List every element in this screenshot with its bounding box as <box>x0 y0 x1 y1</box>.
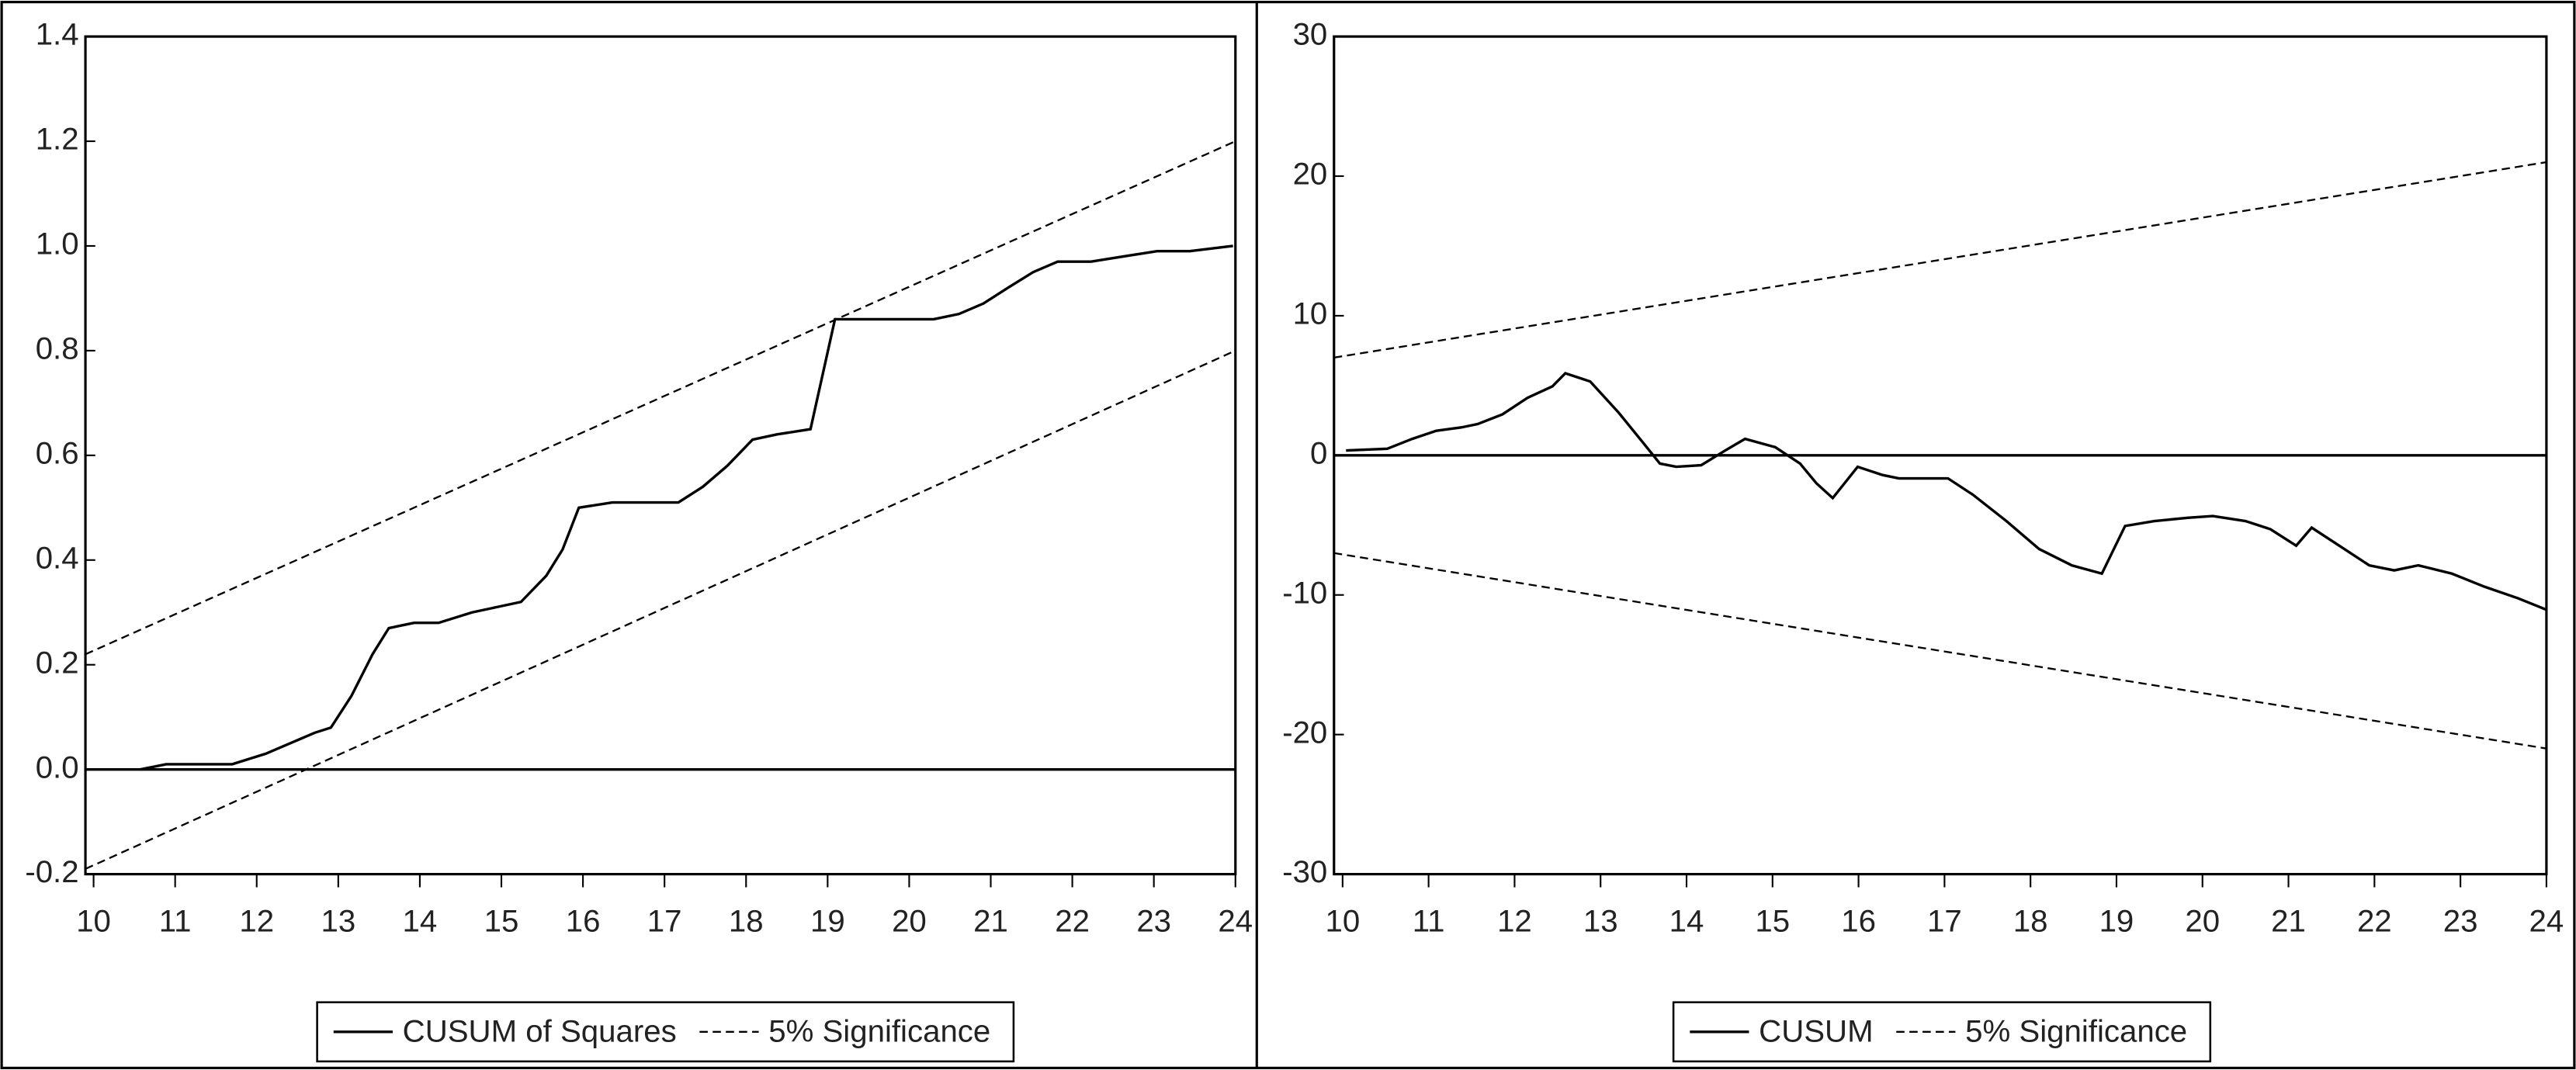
x-tick-label: 18 <box>729 904 764 939</box>
y-tick-label: 0.0 <box>36 750 79 784</box>
x-tick-label: 10 <box>76 904 111 939</box>
y-tick-label: -20 <box>1282 715 1327 750</box>
y-tick-label: -10 <box>1282 575 1327 610</box>
x-tick-label: 12 <box>239 904 274 939</box>
x-tick-label: 12 <box>1497 904 1532 939</box>
y-tick-label: 1.0 <box>36 227 79 261</box>
legend-label: CUSUM of Squares <box>403 1014 677 1049</box>
x-tick-label: 14 <box>403 904 438 939</box>
x-tick-label: 24 <box>1218 904 1253 939</box>
x-tick-label: 19 <box>2099 904 2134 939</box>
x-tick-label: 13 <box>1583 904 1618 939</box>
x-tick-label: 11 <box>1413 904 1445 939</box>
x-tick-label: 22 <box>2357 904 2392 939</box>
x-tick-label: 17 <box>1927 904 1962 939</box>
x-tick-label: 15 <box>484 904 519 939</box>
y-tick-label: -30 <box>1282 854 1327 889</box>
x-tick-label: 22 <box>1055 904 1090 939</box>
x-tick-label: 10 <box>1325 904 1360 939</box>
x-tick-label: 21 <box>973 904 1008 939</box>
y-tick-label: 0.8 <box>36 331 79 366</box>
x-tick-label: 16 <box>1841 904 1876 939</box>
x-tick-label: 11 <box>159 904 192 939</box>
y-tick-label: 0.2 <box>36 645 79 680</box>
y-tick-label: 10 <box>1293 296 1328 331</box>
legend-box <box>316 1001 1015 1063</box>
x-tick-label: 15 <box>1755 904 1790 939</box>
y-tick-label: 1.4 <box>36 17 79 52</box>
legend-label: 5% Significance <box>1965 1014 2187 1049</box>
x-tick-label: 16 <box>566 904 601 939</box>
x-tick-label: 23 <box>2443 904 2478 939</box>
x-tick-label: 24 <box>2529 904 2564 939</box>
legend-label: CUSUM <box>1759 1014 1873 1049</box>
x-tick-label: 18 <box>2013 904 2048 939</box>
x-tick-label: 13 <box>321 904 355 939</box>
legend: CUSUM of Squares 5% Significance <box>316 1001 1015 1063</box>
y-tick-label: 0.4 <box>36 540 79 575</box>
y-tick-label: 20 <box>1293 157 1328 192</box>
y-tick-label: -0.2 <box>25 854 78 889</box>
legend-box <box>1672 1001 2212 1063</box>
y-tick-label: 1.2 <box>36 122 79 157</box>
legend-label: 5% Significance <box>768 1014 990 1049</box>
x-tick-label: 19 <box>810 904 845 939</box>
x-tick-label: 20 <box>2185 904 2220 939</box>
x-tick-label: 20 <box>892 904 927 939</box>
x-tick-label: 17 <box>647 904 682 939</box>
x-tick-label: 21 <box>2271 904 2306 939</box>
legend: CUSUM 5% Significance <box>1672 1001 2212 1063</box>
x-tick-label: 14 <box>1669 904 1704 939</box>
y-tick-label: 30 <box>1293 17 1328 52</box>
y-tick-label: 0.6 <box>36 435 79 470</box>
series-line <box>1346 372 2547 611</box>
significance-line <box>1333 161 2547 359</box>
significance-line <box>1333 552 2547 750</box>
x-tick-label: 23 <box>1136 904 1171 939</box>
series-line <box>140 244 1233 771</box>
y-tick-label: 0 <box>1310 435 1327 470</box>
